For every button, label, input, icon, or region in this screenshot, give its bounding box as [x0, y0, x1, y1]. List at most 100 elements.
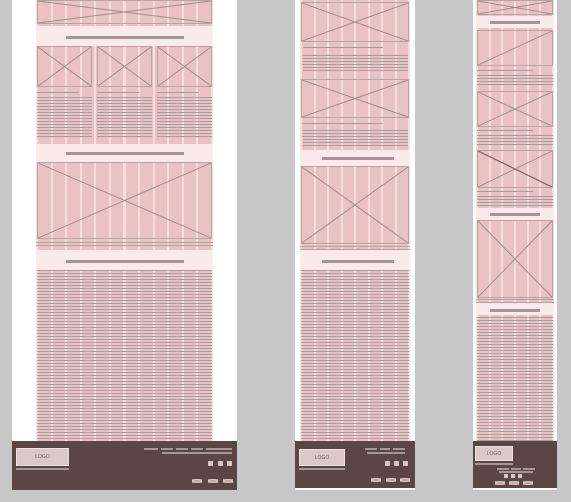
tablet-text-block [303, 47, 383, 49]
tablet-social-icon [403, 461, 408, 466]
mobile-section-heading [490, 213, 540, 216]
desktop-text-block [157, 92, 199, 94]
desktop-divider [36, 245, 213, 246]
grid-column [383, 0, 395, 441]
grid-column [302, 0, 314, 441]
desktop-text-block [97, 92, 139, 94]
tablet-footer: LOGO [295, 441, 415, 488]
tablet-text-block [303, 130, 408, 147]
tablet-social-icon [385, 461, 390, 466]
grid-column [396, 0, 408, 441]
mobile-social-icon [511, 474, 515, 478]
mobile-footer-text-line [499, 471, 533, 473]
tablet-footer-text-line [299, 468, 345, 470]
desktop-section-heading [66, 36, 184, 39]
tablet-text-block [301, 270, 409, 441]
mobile-text-block [477, 70, 533, 72]
mobile-section-heading [490, 21, 540, 24]
desktop-image-placeholder [37, 0, 212, 24]
tablet-footer-button [371, 478, 381, 482]
tablet-wireframe: LOGO [295, 0, 415, 490]
mobile-footer-text-line [511, 468, 521, 470]
tablet-footer-text-line [393, 448, 405, 450]
mobile-text-block [477, 191, 533, 193]
tablet-text-block [303, 55, 408, 72]
tablet-image-placeholder [301, 79, 409, 118]
desktop-footer-text-line [16, 468, 69, 470]
tablet-footer-text-line [380, 448, 390, 450]
desktop-footer: LOGO [12, 441, 237, 490]
mobile-footer-text-line [475, 463, 513, 465]
tablet-footer-text-line [365, 448, 377, 450]
mobile-image-placeholder [477, 150, 553, 188]
mobile-footer: LOGO [473, 441, 557, 488]
desktop-footer-text-line [162, 452, 232, 454]
desktop-footer-text-line [206, 448, 218, 450]
mobile-image-placeholder [477, 0, 553, 15]
mobile-image-placeholder [477, 91, 553, 127]
desktop-image-placeholder [157, 46, 212, 87]
mobile-wireframe: LOGO [473, 0, 557, 490]
mobile-social-icon [504, 474, 508, 478]
tablet-footer-logo: LOGO [299, 449, 345, 466]
mobile-text-block [477, 75, 553, 87]
desktop-section-heading [66, 260, 184, 263]
mobile-text-block [477, 317, 553, 441]
mobile-footer-button [509, 481, 519, 485]
desktop-footer-text-line [191, 448, 203, 450]
mobile-footer-text-line [497, 468, 509, 470]
desktop-text-block [37, 270, 212, 441]
desktop-text-block [97, 97, 152, 137]
desktop-image-placeholder [37, 46, 92, 87]
grid-column [342, 0, 354, 441]
mobile-image-placeholder [477, 30, 553, 66]
desktop-footer-text-line [144, 448, 158, 450]
desktop-text-block [37, 92, 79, 94]
tablet-divider [300, 249, 410, 250]
mobile-footer-button [523, 481, 533, 485]
mobile-content [476, 0, 554, 441]
desktop-image-placeholder [37, 162, 212, 239]
desktop-footer-button [208, 479, 218, 483]
mobile-footer-text-line [523, 468, 535, 470]
desktop-footer-button [192, 479, 202, 483]
tablet-footer-button [400, 478, 410, 482]
grid-column [329, 0, 341, 441]
mobile-footer-logo: LOGO [475, 446, 513, 461]
mobile-image-placeholder [477, 220, 553, 298]
tablet-section-heading [322, 157, 394, 160]
desktop-footer-text-line [176, 448, 188, 450]
tablet-social-icon [394, 461, 399, 466]
tablet-image-placeholder [301, 2, 409, 42]
desktop-text-block [157, 97, 212, 137]
desktop-footer-logo: LOGO [16, 448, 69, 466]
mobile-footer-button [495, 481, 505, 485]
desktop-section-heading [66, 152, 184, 155]
desktop-social-icon [208, 461, 213, 466]
tablet-content [300, 0, 410, 441]
mobile-text-block [477, 130, 533, 132]
tablet-divider [300, 246, 410, 247]
grid-column [315, 0, 327, 441]
desktop-wireframe: LOGO [12, 0, 237, 490]
desktop-footer-button [223, 479, 233, 483]
mobile-social-icon [518, 474, 522, 478]
mobile-divider [476, 299, 554, 300]
desktop-footer-text-line [161, 448, 173, 450]
desktop-social-icon [218, 461, 223, 466]
tablet-section-heading [322, 260, 394, 263]
desktop-social-icon [227, 461, 232, 466]
mobile-divider [476, 302, 554, 303]
desktop-footer-text-line [218, 448, 232, 450]
desktop-image-placeholder [97, 46, 152, 87]
desktop-text-block [37, 97, 92, 137]
tablet-footer-text-line [367, 452, 405, 454]
mobile-text-block [477, 135, 553, 147]
mobile-section-heading [490, 309, 540, 312]
mobile-text-block [477, 196, 553, 207]
grid-column [369, 0, 381, 441]
desktop-content [36, 0, 213, 441]
tablet-footer-button [386, 478, 396, 482]
grid-column [356, 0, 368, 441]
tablet-text-block [303, 123, 383, 125]
